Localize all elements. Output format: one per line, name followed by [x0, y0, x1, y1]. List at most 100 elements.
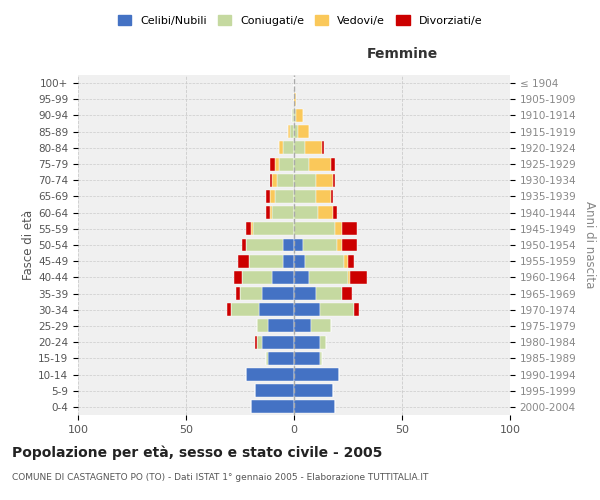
Bar	[341, 238, 356, 252]
Bar	[294, 287, 316, 300]
Bar	[268, 320, 294, 332]
Bar	[320, 352, 322, 365]
Bar	[309, 271, 348, 284]
Bar	[333, 174, 335, 186]
Bar	[322, 142, 324, 154]
Bar	[236, 287, 240, 300]
Bar	[257, 320, 268, 332]
Bar	[262, 287, 294, 300]
Bar	[341, 287, 352, 300]
Bar	[266, 206, 270, 219]
Bar	[294, 271, 309, 284]
Bar	[240, 287, 262, 300]
Bar	[275, 190, 294, 203]
Bar	[277, 174, 294, 186]
Bar	[283, 238, 294, 252]
Bar	[294, 142, 305, 154]
Bar	[294, 254, 305, 268]
Bar	[333, 206, 337, 219]
Bar	[279, 158, 294, 170]
Y-axis label: Anni di nascita: Anni di nascita	[583, 202, 596, 288]
Bar	[247, 368, 294, 381]
Bar	[350, 271, 367, 284]
Bar	[335, 222, 341, 235]
Bar	[292, 109, 294, 122]
Legend: Celibi/Nubili, Coniugati/e, Vedovi/e, Divorziati/e: Celibi/Nubili, Coniugati/e, Vedovi/e, Di…	[113, 10, 487, 30]
Bar	[251, 222, 253, 235]
Bar	[283, 254, 294, 268]
Bar	[344, 254, 348, 268]
Bar	[294, 93, 296, 106]
Bar	[253, 222, 294, 235]
Y-axis label: Fasce di età: Fasce di età	[22, 210, 35, 280]
Bar	[270, 158, 275, 170]
Bar	[294, 206, 318, 219]
Bar	[232, 304, 259, 316]
Bar	[248, 254, 283, 268]
Bar	[262, 336, 294, 348]
Bar	[233, 271, 242, 284]
Bar	[305, 254, 344, 268]
Bar	[275, 158, 279, 170]
Bar	[294, 174, 316, 186]
Bar	[294, 352, 320, 365]
Bar	[331, 158, 335, 170]
Bar	[270, 206, 272, 219]
Bar	[272, 174, 277, 186]
Bar	[251, 400, 294, 413]
Bar	[298, 125, 309, 138]
Bar	[247, 238, 283, 252]
Bar	[290, 125, 294, 138]
Bar	[247, 222, 251, 235]
Bar	[294, 190, 316, 203]
Bar	[242, 271, 272, 284]
Bar	[294, 384, 333, 397]
Bar	[294, 320, 311, 332]
Bar	[294, 304, 320, 316]
Bar	[287, 125, 290, 138]
Bar	[305, 142, 322, 154]
Bar	[318, 206, 333, 219]
Bar	[272, 271, 294, 284]
Bar	[238, 254, 248, 268]
Bar	[320, 304, 355, 316]
Text: Popolazione per età, sesso e stato civile - 2005: Popolazione per età, sesso e stato civil…	[12, 445, 382, 460]
Bar	[294, 109, 296, 122]
Bar	[296, 109, 302, 122]
Text: Femmine: Femmine	[367, 48, 437, 62]
Bar	[355, 304, 359, 316]
Bar	[348, 271, 350, 284]
Bar	[316, 174, 333, 186]
Bar	[255, 384, 294, 397]
Bar	[294, 222, 335, 235]
Bar	[316, 287, 341, 300]
Bar	[341, 222, 356, 235]
Bar	[294, 125, 298, 138]
Bar	[272, 206, 294, 219]
Bar	[331, 190, 333, 203]
Bar	[266, 190, 270, 203]
Bar	[242, 238, 247, 252]
Bar	[279, 142, 283, 154]
Bar	[266, 352, 268, 365]
Bar	[270, 174, 272, 186]
Bar	[320, 336, 326, 348]
Bar	[283, 142, 294, 154]
Text: COMUNE DI CASTAGNETO PO (TO) - Dati ISTAT 1° gennaio 2005 - Elaborazione TUTTITA: COMUNE DI CASTAGNETO PO (TO) - Dati ISTA…	[12, 472, 428, 482]
Bar	[294, 368, 340, 381]
Bar	[255, 336, 257, 348]
Bar	[227, 304, 232, 316]
Bar	[348, 254, 355, 268]
Bar	[294, 158, 309, 170]
Bar	[302, 238, 337, 252]
Bar	[309, 158, 331, 170]
Bar	[268, 352, 294, 365]
Bar	[294, 238, 302, 252]
Bar	[270, 190, 275, 203]
Bar	[257, 336, 262, 348]
Bar	[311, 320, 331, 332]
Bar	[294, 336, 320, 348]
Bar	[316, 190, 331, 203]
Bar	[337, 238, 341, 252]
Bar	[294, 400, 335, 413]
